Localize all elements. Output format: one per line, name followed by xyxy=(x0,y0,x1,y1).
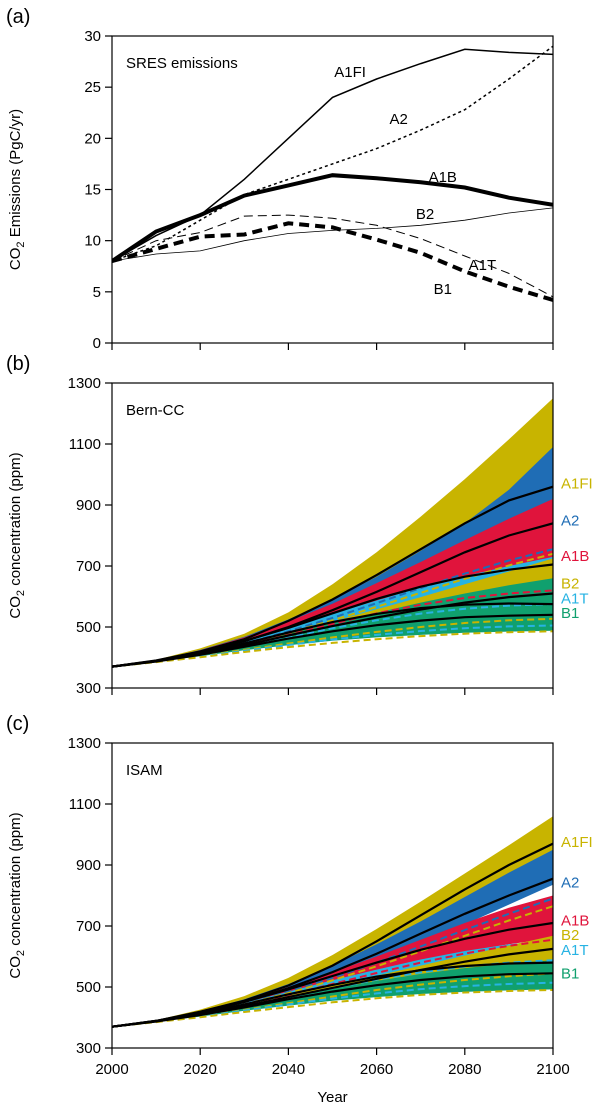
series-label-b1: B1 xyxy=(434,281,452,298)
plot-area xyxy=(112,816,553,1028)
plot-area xyxy=(112,45,553,302)
y-tick-label: 10 xyxy=(84,233,101,250)
series-label-a2: A2 xyxy=(389,111,407,128)
y-tick-label: 1300 xyxy=(68,375,101,392)
dashed-line-5 xyxy=(112,624,553,668)
series-label-a1fi: A1FI xyxy=(561,476,593,493)
y-tick-label: 1100 xyxy=(69,436,101,453)
x-tick-label: 2080 xyxy=(448,1061,481,1078)
series-a1b xyxy=(112,173,553,263)
series-a2 xyxy=(112,45,553,262)
series-label-a1b: A1B xyxy=(561,913,589,930)
dashed-line-4 xyxy=(112,972,553,1028)
panel-label: (a) xyxy=(6,6,30,28)
band-a1b xyxy=(112,895,553,1027)
series-label-a1t: A1T xyxy=(561,590,589,607)
plot-area xyxy=(112,398,553,668)
series-label-a1t: A1T xyxy=(469,257,497,274)
panel-label: (c) xyxy=(6,713,29,735)
dashed-line-4 xyxy=(112,617,553,668)
line-b1 xyxy=(112,613,553,668)
series-label-b2: B2 xyxy=(561,927,579,944)
series-label-a1b: A1B xyxy=(561,548,589,565)
line-b1 xyxy=(112,972,553,1028)
y-tick-label: 500 xyxy=(76,979,101,996)
y-axis-title: CO2 Emissions (PgC/yr) xyxy=(7,109,27,270)
series-label-b2: B2 xyxy=(416,206,434,223)
x-axis-title: Year xyxy=(317,1089,347,1106)
y-tick-label: 30 xyxy=(84,28,101,45)
panel-label: (b) xyxy=(6,353,30,375)
dashed-line-3 xyxy=(112,603,553,668)
series-label-b2: B2 xyxy=(561,576,579,593)
x-tick-label: 2040 xyxy=(272,1061,305,1078)
dashed-line-0 xyxy=(112,548,553,668)
series-label-a2: A2 xyxy=(561,874,579,891)
y-tick-label: 300 xyxy=(76,680,101,697)
y-tick-label: 500 xyxy=(76,619,101,636)
panel-title: SRES emissions xyxy=(126,55,238,72)
series-a1t xyxy=(112,214,553,298)
x-tick-label: 2000 xyxy=(95,1061,128,1078)
dashed-line-0 xyxy=(112,897,553,1028)
band-b1 xyxy=(112,960,553,1027)
y-tick-label: 1300 xyxy=(68,735,101,752)
dashed-line-6 xyxy=(112,630,553,668)
panel-a: 0 5 10 15 20 25 30 CO2 Emissions (PgC/yr) (a) SRE… xyxy=(6,6,554,352)
series-label-b1: B1 xyxy=(561,605,579,622)
plot-frame xyxy=(111,382,554,689)
x-tick-label: 2060 xyxy=(360,1061,393,1078)
y-tick-label: 900 xyxy=(76,497,101,514)
plot-frame xyxy=(111,742,554,1049)
series-label-a1b: A1B xyxy=(429,169,457,186)
y-tick-label: 5 xyxy=(93,284,101,301)
band-b1 xyxy=(112,578,553,667)
y-tick-label: 300 xyxy=(76,1040,101,1057)
y-tick-label: 25 xyxy=(84,79,101,96)
dashed-line-1 xyxy=(112,905,553,1028)
y-tick-label: 0 xyxy=(93,335,101,352)
y-tick-label: 1100 xyxy=(69,796,101,813)
panel-title: Bern-CC xyxy=(126,402,185,419)
series-b2 xyxy=(112,207,553,262)
y-axis-title: CO2 concentration (ppm) xyxy=(7,812,27,978)
series-label-a1t: A1T xyxy=(561,942,589,959)
panel-b: 300 500 700 900 1100 1300 CO2 concentration (p… xyxy=(6,353,593,697)
x-tick-label: 2020 xyxy=(184,1061,217,1078)
x-tick-label: 2100 xyxy=(536,1061,569,1078)
series-label-a1fi: A1FI xyxy=(334,64,366,81)
dashed-line-5 xyxy=(112,981,553,1028)
band-a1t xyxy=(112,556,553,667)
y-tick-label: 900 xyxy=(76,857,101,874)
series-b1 xyxy=(112,221,553,302)
line-a1t xyxy=(112,602,553,668)
y-tick-label: 700 xyxy=(76,558,101,575)
plot-frame xyxy=(111,35,554,344)
line-a1t xyxy=(112,961,553,1028)
series-label-b1: B1 xyxy=(561,966,579,983)
y-tick-label: 20 xyxy=(84,130,101,147)
y-tick-label: 700 xyxy=(76,918,101,935)
dashed-line-6 xyxy=(112,989,553,1028)
panel-title: ISAM xyxy=(126,762,163,779)
y-axis-title: CO2 concentration (ppm) xyxy=(7,452,27,618)
y-tick-label: 15 xyxy=(84,182,101,199)
dashed-line-2 xyxy=(112,589,553,668)
series-label-a2: A2 xyxy=(561,512,579,529)
series-label-a1fi: A1FI xyxy=(561,834,593,851)
panel-c: 300 500 700 900 1100 1300 2000 2020 2040 2060 2080… xyxy=(6,713,593,1106)
